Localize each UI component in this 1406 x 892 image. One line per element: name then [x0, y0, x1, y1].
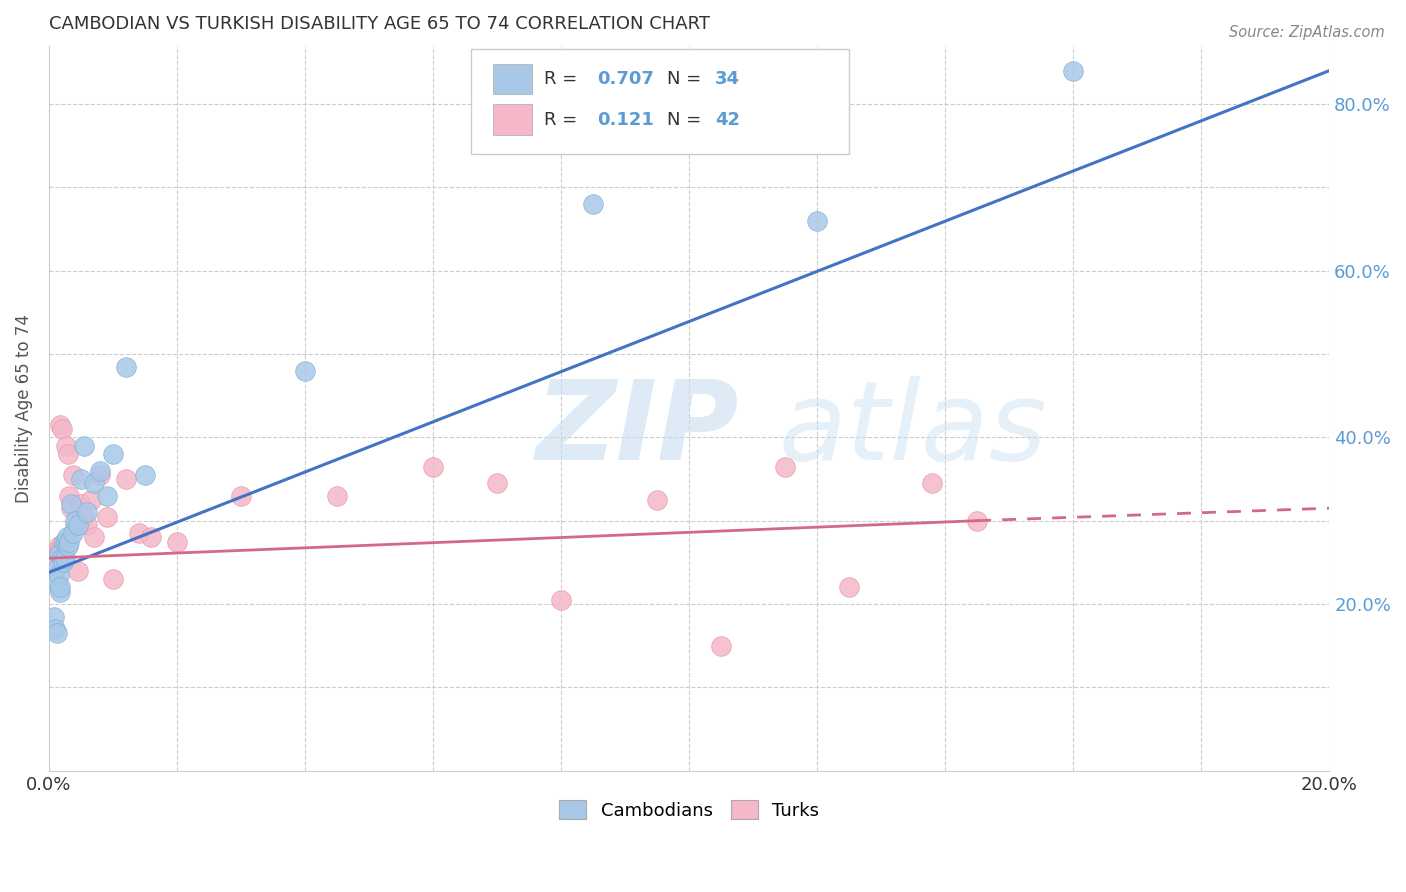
Point	[76, 517, 98, 532]
Point	[60, 497, 83, 511]
Point	[46, 551, 69, 566]
Point	[486, 476, 509, 491]
Point	[63, 514, 86, 528]
Text: CAMBODIAN VS TURKISH DISABILITY AGE 65 TO 74 CORRELATION CHART: CAMBODIAN VS TURKISH DISABILITY AGE 65 T…	[49, 15, 710, 33]
Text: 42: 42	[714, 111, 740, 128]
FancyBboxPatch shape	[471, 49, 849, 154]
Point	[48, 547, 70, 561]
Point	[101, 572, 124, 586]
Point	[48, 542, 70, 557]
Point	[63, 517, 86, 532]
Point	[921, 476, 943, 491]
Text: R =: R =	[544, 111, 589, 128]
Point	[49, 547, 72, 561]
Point	[66, 517, 89, 532]
Point	[645, 492, 668, 507]
Point	[45, 547, 67, 561]
Point	[134, 467, 156, 482]
Point	[966, 514, 988, 528]
Text: N =: N =	[668, 111, 707, 128]
Point	[53, 534, 76, 549]
Point	[326, 489, 349, 503]
Point	[55, 439, 77, 453]
Text: 0.121: 0.121	[598, 111, 654, 128]
Point	[70, 472, 93, 486]
Point	[73, 439, 96, 453]
Point	[55, 534, 77, 549]
Point	[838, 580, 860, 594]
Point	[46, 559, 69, 574]
Point	[76, 505, 98, 519]
FancyBboxPatch shape	[494, 104, 531, 135]
FancyBboxPatch shape	[494, 64, 531, 95]
Point	[229, 489, 252, 503]
Point	[58, 489, 80, 503]
Point	[89, 464, 111, 478]
Point	[44, 622, 66, 636]
Legend: Cambodians, Turks: Cambodians, Turks	[551, 793, 827, 827]
Point	[550, 592, 572, 607]
Point	[96, 489, 118, 503]
Point	[52, 534, 75, 549]
Text: Source: ZipAtlas.com: Source: ZipAtlas.com	[1229, 25, 1385, 40]
Point	[52, 539, 75, 553]
Text: atlas: atlas	[779, 376, 1047, 483]
Point	[62, 526, 84, 541]
Point	[70, 497, 93, 511]
Point	[66, 564, 89, 578]
Text: 0.707: 0.707	[598, 70, 654, 88]
Point	[56, 447, 79, 461]
Point	[128, 526, 150, 541]
Point	[46, 626, 69, 640]
Text: 34: 34	[714, 70, 740, 88]
Point	[62, 467, 84, 482]
Point	[83, 530, 105, 544]
Point	[114, 472, 136, 486]
Point	[41, 551, 63, 566]
Point	[79, 492, 101, 507]
Point	[51, 551, 73, 566]
Point	[44, 559, 66, 574]
Text: N =: N =	[668, 70, 707, 88]
Point	[42, 609, 65, 624]
Point	[114, 359, 136, 374]
Point	[101, 447, 124, 461]
Point	[52, 555, 75, 569]
Point	[141, 530, 163, 544]
Point	[49, 580, 72, 594]
Point	[96, 509, 118, 524]
Point	[806, 213, 828, 227]
Point	[48, 567, 70, 582]
Point	[49, 584, 72, 599]
Point	[294, 364, 316, 378]
Point	[56, 530, 79, 544]
Point	[422, 459, 444, 474]
Point	[60, 501, 83, 516]
Point	[45, 576, 67, 591]
Point	[73, 509, 96, 524]
Point	[53, 551, 76, 566]
Point	[42, 555, 65, 569]
Point	[166, 534, 188, 549]
Y-axis label: Disability Age 65 to 74: Disability Age 65 to 74	[15, 314, 32, 502]
Point	[89, 467, 111, 482]
Point	[49, 417, 72, 432]
Point	[56, 539, 79, 553]
Point	[58, 534, 80, 549]
Point	[83, 476, 105, 491]
Point	[710, 639, 733, 653]
Point	[51, 422, 73, 436]
Point	[773, 459, 796, 474]
Text: ZIP: ZIP	[536, 376, 740, 483]
Text: R =: R =	[544, 70, 583, 88]
Point	[1062, 63, 1084, 78]
Point	[582, 197, 605, 211]
Point	[48, 539, 70, 553]
